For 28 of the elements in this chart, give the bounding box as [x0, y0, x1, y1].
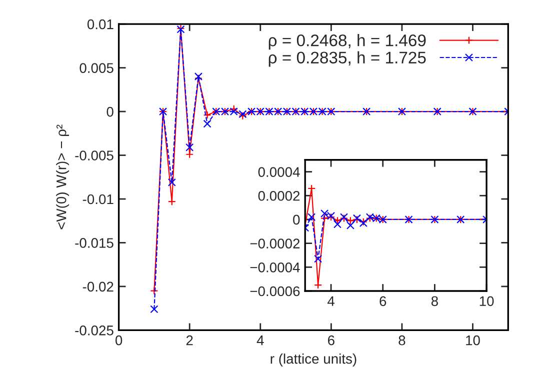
y-tick-label: -0.015 [75, 238, 114, 248]
x-tick-label: 10 [480, 296, 494, 306]
x-tick-label: 6 [328, 335, 334, 346]
y-tick-label: −0.0006 [250, 286, 300, 296]
legend-label: ρ = 0.2468, h = 1.469 [268, 34, 426, 50]
x-tick-label: 10 [466, 335, 480, 346]
x-tick-label: 6 [380, 296, 386, 306]
y-tick-label: 0 [293, 214, 300, 225]
x-tick-label: 4 [256, 336, 264, 346]
legend-label: ρ = 0.2835, h = 1.725 [268, 51, 426, 67]
y-tick-label: -0.005 [75, 150, 114, 160]
y-axis-title: <W(0) W(r)> − ρ² [56, 124, 70, 230]
x-tick-label: 2 [186, 335, 193, 346]
y-tick-label: −0.0004 [250, 262, 300, 272]
y-tick-label: 0.005 [80, 63, 114, 73]
x-tick-label: 0 [115, 335, 122, 346]
y-tick-label: 0.01 [87, 19, 114, 30]
x-tick-label: 8 [431, 296, 438, 306]
y-tick-label: 0 [106, 106, 114, 117]
x-axis-title: r (lattice units) [270, 354, 356, 366]
y-tick-label: -0.02 [82, 282, 114, 292]
y-tick-label: 0.0004 [258, 167, 300, 177]
y-tick-label: -0.025 [75, 326, 114, 336]
y-tick-label: −0.0002 [250, 238, 300, 248]
x-tick-label: 4 [327, 296, 334, 306]
y-tick-label: 0.0002 [258, 190, 300, 201]
x-tick-label: 8 [398, 335, 406, 346]
y-tick-label: -0.01 [82, 194, 114, 204]
